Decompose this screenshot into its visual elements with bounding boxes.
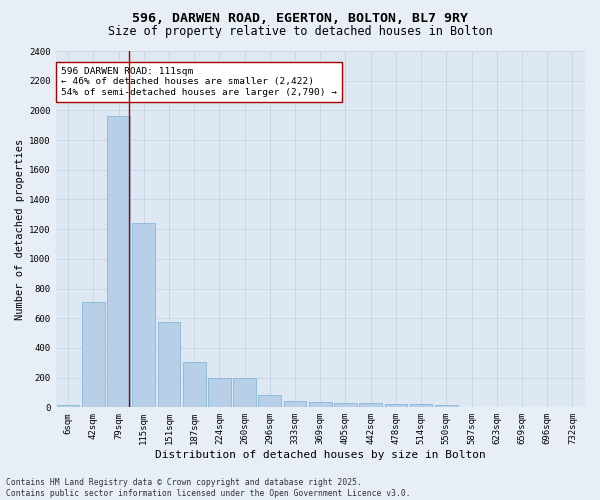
Bar (57, 405, 79, 407)
Bar (460, 406, 483, 408)
Bar (435, 405, 458, 407)
Bar (133, 223, 155, 408)
Text: Size of property relative to detached houses in Bolton: Size of property relative to detached ho… (107, 25, 493, 38)
Bar (259, 396, 281, 407)
Bar (385, 404, 407, 407)
Bar (183, 362, 206, 408)
Text: 596, DARWEN ROAD, EGERTON, BOLTON, BL7 9RY: 596, DARWEN ROAD, EGERTON, BOLTON, BL7 9… (132, 12, 468, 26)
Bar (208, 378, 231, 408)
Bar (284, 400, 307, 407)
Bar (107, 116, 130, 408)
Bar (334, 403, 357, 407)
Text: Contains HM Land Registry data © Crown copyright and database right 2025.
Contai: Contains HM Land Registry data © Crown c… (6, 478, 410, 498)
Y-axis label: Number of detached properties: Number of detached properties (15, 138, 25, 320)
Bar (309, 402, 332, 407)
Bar (233, 378, 256, 408)
Text: 596 DARWEN ROAD: 111sqm
← 46% of detached houses are smaller (2,422)
54% of semi: 596 DARWEN ROAD: 111sqm ← 46% of detache… (61, 67, 337, 97)
Bar (410, 404, 433, 407)
Bar (359, 403, 382, 407)
Bar (158, 322, 181, 408)
X-axis label: Distribution of detached houses by size in Bolton: Distribution of detached houses by size … (155, 450, 485, 460)
Bar (82, 302, 104, 408)
